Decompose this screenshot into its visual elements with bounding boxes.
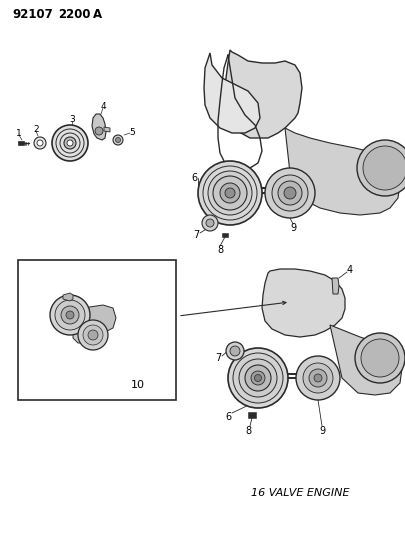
Circle shape [37,140,43,146]
Circle shape [113,135,123,145]
Polygon shape [83,305,116,333]
Text: 2200: 2200 [58,8,90,21]
Circle shape [115,138,120,142]
Circle shape [55,300,85,330]
Text: 16 VALVE ENGINE: 16 VALVE ENGINE [250,488,348,498]
Circle shape [34,137,46,149]
Circle shape [232,353,282,403]
Circle shape [220,183,239,203]
Bar [18,260,175,400]
Circle shape [56,129,84,157]
Circle shape [277,181,301,205]
Circle shape [198,161,261,225]
Circle shape [254,375,261,382]
Text: 10: 10 [131,380,145,390]
FancyArrowPatch shape [180,301,285,316]
Polygon shape [284,128,399,215]
Text: A: A [93,8,102,21]
Circle shape [67,140,73,146]
Polygon shape [203,53,259,133]
Circle shape [207,171,252,215]
Text: 7: 7 [192,230,198,240]
Text: 8: 8 [244,426,250,436]
Circle shape [356,140,405,196]
Circle shape [83,325,103,345]
Polygon shape [73,303,86,343]
Circle shape [228,348,287,408]
Circle shape [284,187,295,199]
Circle shape [360,339,398,377]
Circle shape [230,346,239,356]
Circle shape [264,168,314,218]
Circle shape [52,125,88,161]
Circle shape [50,295,90,335]
Polygon shape [92,114,106,140]
Text: 6: 6 [224,412,230,422]
Circle shape [244,365,270,391]
Text: 3: 3 [69,115,75,124]
Polygon shape [247,412,256,418]
Text: 4: 4 [100,101,106,110]
Circle shape [295,356,339,400]
Circle shape [60,133,80,153]
Text: 6: 6 [190,173,196,183]
Circle shape [213,176,246,210]
Circle shape [205,219,213,227]
Text: 2: 2 [33,125,39,133]
Circle shape [224,188,234,198]
Circle shape [78,320,108,350]
Text: 1: 1 [16,128,22,138]
Polygon shape [104,127,110,132]
Circle shape [88,330,98,340]
Circle shape [61,306,79,324]
Text: 5: 5 [129,127,134,136]
Text: 4: 4 [346,265,352,275]
Circle shape [202,166,256,220]
Circle shape [308,369,326,387]
Circle shape [239,359,276,397]
Circle shape [354,333,404,383]
Circle shape [202,215,217,231]
Polygon shape [63,293,73,301]
Circle shape [66,311,74,319]
Polygon shape [261,269,344,337]
Polygon shape [224,50,301,138]
Text: 9: 9 [289,223,295,233]
Circle shape [226,342,243,360]
Circle shape [64,137,76,149]
Polygon shape [18,141,24,145]
Text: 9: 9 [318,426,324,436]
Circle shape [362,146,405,190]
Circle shape [313,374,321,382]
Polygon shape [222,233,228,237]
Circle shape [271,175,307,211]
Circle shape [250,371,264,385]
Circle shape [302,363,332,393]
Text: 92107: 92107 [12,8,53,21]
Text: 7: 7 [214,353,221,363]
Polygon shape [329,325,401,395]
Circle shape [95,127,103,135]
Polygon shape [331,278,338,294]
Text: 8: 8 [216,245,222,255]
